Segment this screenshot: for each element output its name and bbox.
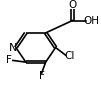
- Text: F: F: [6, 55, 12, 65]
- Text: OH: OH: [83, 15, 99, 26]
- Text: O: O: [68, 0, 77, 10]
- Text: N: N: [9, 43, 17, 53]
- Text: F: F: [39, 71, 45, 81]
- Text: Cl: Cl: [65, 51, 75, 61]
